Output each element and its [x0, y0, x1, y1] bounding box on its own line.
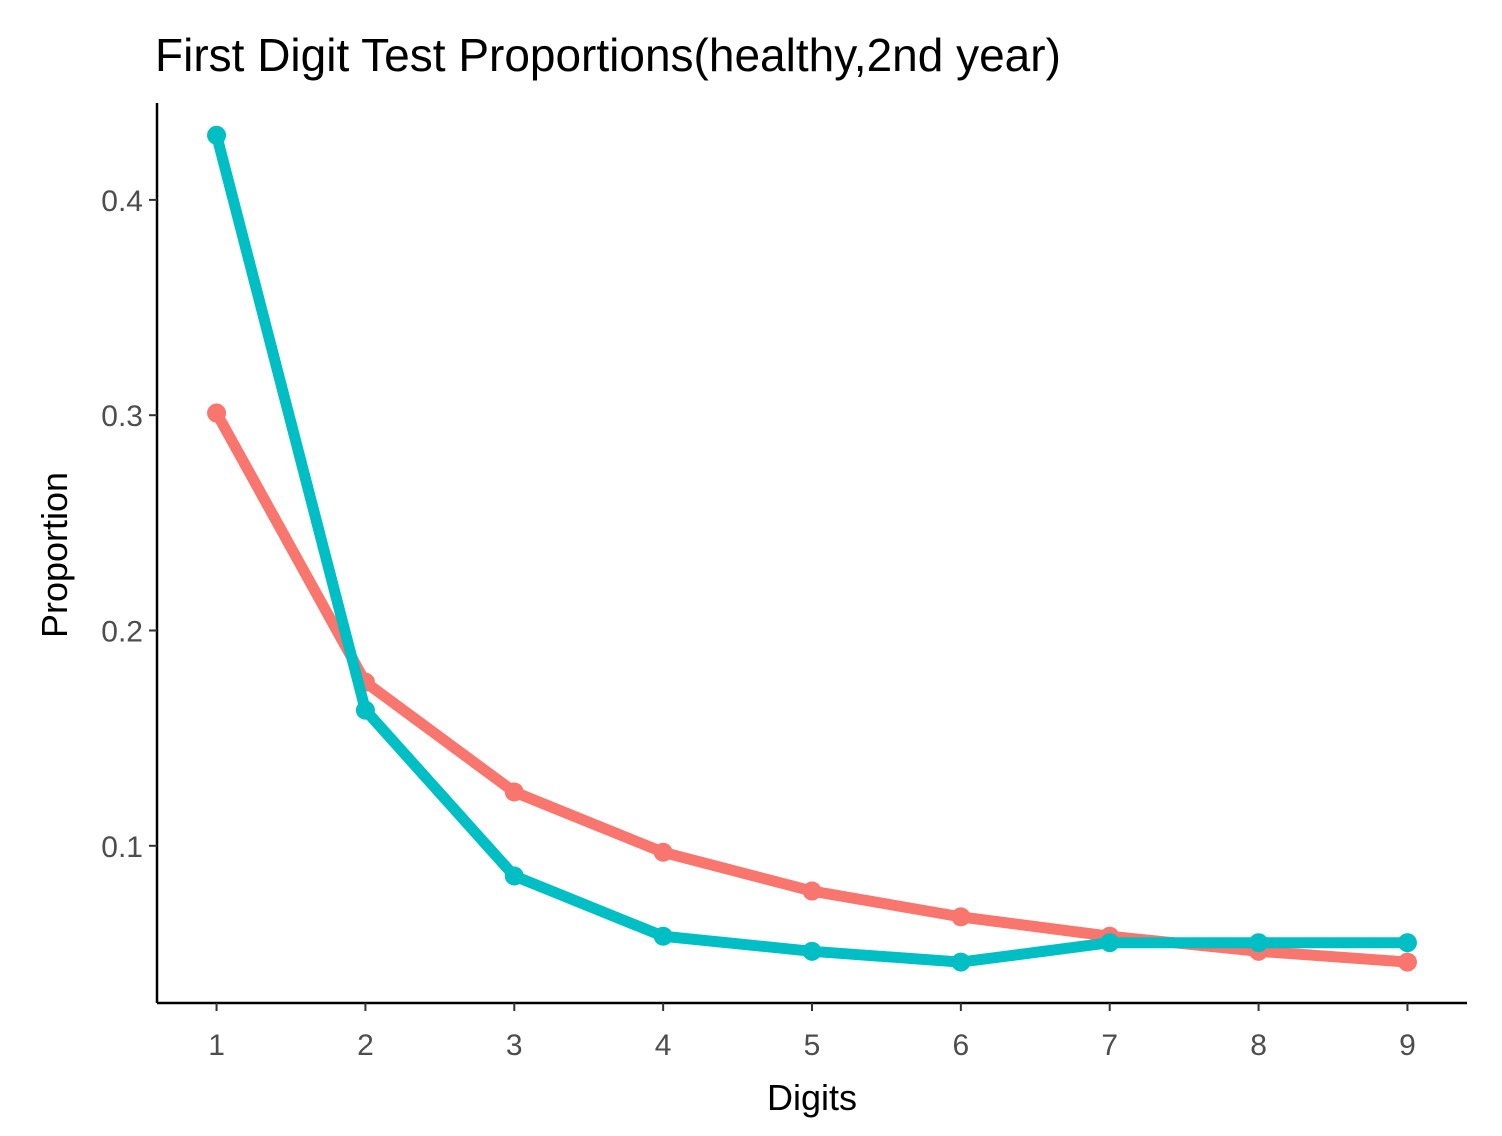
data-point [1397, 952, 1417, 972]
x-tick-label: 2 [357, 1029, 374, 1062]
x-axis-title: Digits [767, 1077, 857, 1118]
data-point [355, 700, 375, 720]
x-tick-label: 1 [208, 1029, 225, 1062]
chart-title: First Digit Test Proportions(healthy,2nd… [155, 29, 1061, 81]
y-tick-label: 0.2 [101, 616, 143, 649]
data-point [1100, 933, 1120, 953]
data-point [802, 941, 822, 961]
axis-ticks: 0.1 0.2 0.3 0.4 1 2 3 4 5 6 7 8 9 [101, 185, 1416, 1062]
data-point [504, 866, 524, 886]
series-line [211, 407, 1413, 968]
data-point [207, 403, 227, 423]
series-group [207, 125, 1417, 972]
y-axis-title: Proportion [34, 472, 75, 638]
y-tick-label: 0.1 [101, 831, 143, 864]
data-point [1249, 933, 1269, 953]
data-point [207, 125, 227, 145]
data-point [653, 842, 673, 862]
x-tick-label: 5 [804, 1029, 821, 1062]
data-point [802, 881, 822, 901]
x-tick-label: 7 [1101, 1029, 1118, 1062]
series-2 [207, 125, 1417, 972]
y-tick-label: 0.3 [101, 400, 143, 433]
data-point [653, 926, 673, 946]
data-point [1397, 933, 1417, 953]
x-tick-label: 9 [1399, 1029, 1416, 1062]
x-tick-label: 3 [506, 1029, 523, 1062]
x-tick-label: 4 [655, 1029, 672, 1062]
x-tick-label: 6 [953, 1029, 970, 1062]
data-point [951, 952, 971, 972]
series-1 [207, 403, 1417, 972]
data-point [504, 782, 524, 802]
y-tick-label: 0.4 [101, 185, 143, 218]
series-line [211, 129, 1413, 968]
x-tick-label: 8 [1250, 1029, 1267, 1062]
data-point [951, 907, 971, 927]
